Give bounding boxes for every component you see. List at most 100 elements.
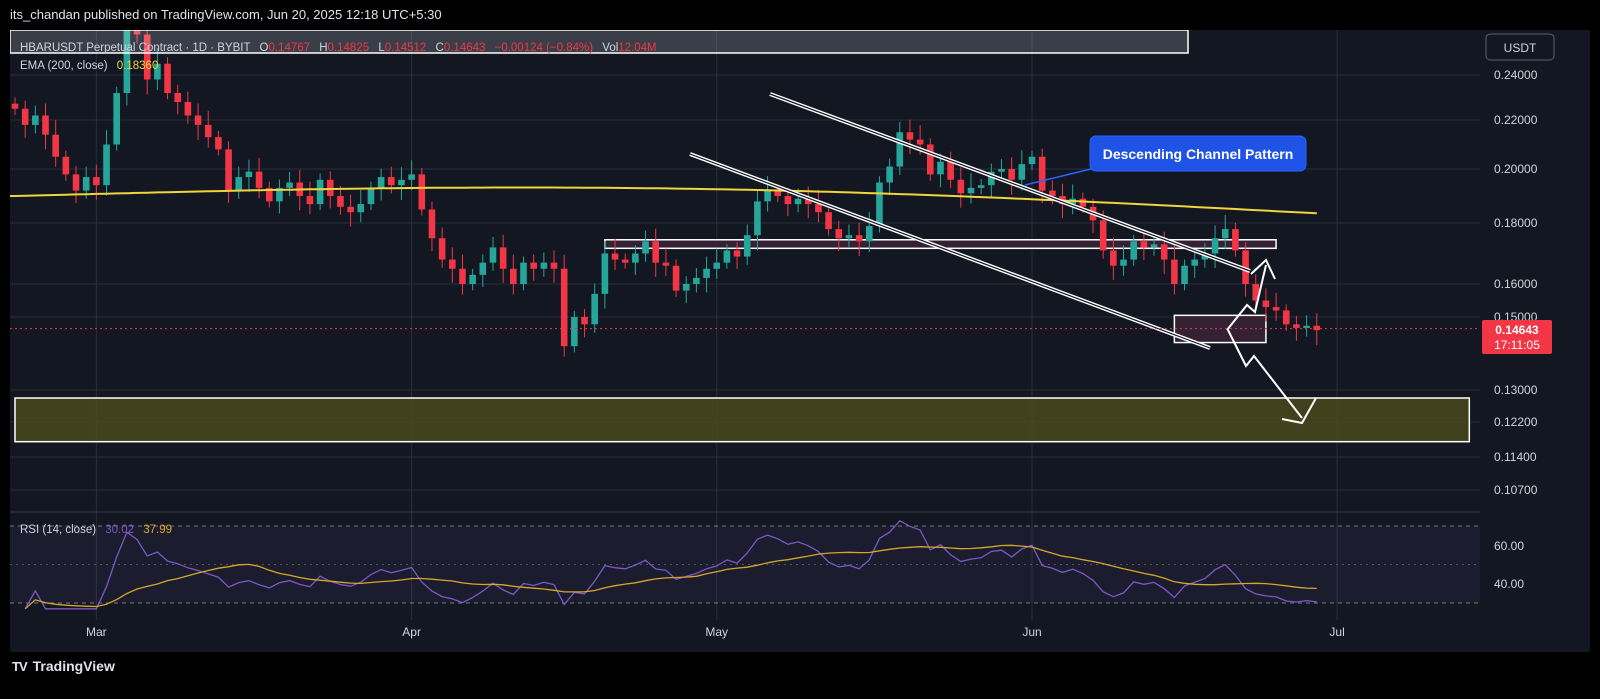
price-chart[interactable]: Descending Channel Pattern HBARUSDT Perp… bbox=[10, 30, 1590, 652]
rsi-pane: RSI (14, close) 30.02 37.99 60.00 40.00 bbox=[10, 519, 1524, 610]
candle-body-35 bbox=[367, 187, 375, 205]
candle-body-114 bbox=[1171, 259, 1178, 284]
candle-body-75 bbox=[774, 190, 782, 196]
candle-body-51 bbox=[530, 262, 537, 269]
candle-body-0 bbox=[11, 103, 19, 109]
svg-text:EMA (200, close) 0.18360: EMA (200, close) 0.18360 bbox=[20, 60, 158, 72]
candle-body-63 bbox=[652, 241, 660, 263]
bearish-scenario-arrow bbox=[1227, 329, 1317, 425]
time-tick-jun: Jun bbox=[1022, 625, 1041, 639]
candle-body-4 bbox=[52, 134, 59, 157]
candle-body-55 bbox=[571, 317, 578, 347]
candle-body-39 bbox=[408, 174, 415, 180]
candle-body-44 bbox=[459, 268, 466, 284]
candle-body-19 bbox=[204, 124, 212, 138]
candle-body-52 bbox=[540, 262, 548, 269]
candle-body-15 bbox=[164, 63, 171, 93]
candle-body-16 bbox=[174, 93, 182, 102]
candle-body-36 bbox=[377, 177, 385, 188]
candle-body-127 bbox=[1303, 325, 1310, 328]
candle-body-46 bbox=[479, 262, 487, 275]
candle-body-120 bbox=[1232, 229, 1239, 251]
candle-body-7 bbox=[82, 177, 90, 191]
symbol-legend: HBARUSDT Perpetual Contract · 1D · BYBIT… bbox=[10, 30, 1189, 72]
candle-body-50 bbox=[520, 262, 527, 284]
price-tick-4: 0.16000 bbox=[1494, 277, 1538, 291]
callout-box bbox=[1089, 135, 1307, 172]
candle-body-112 bbox=[1150, 244, 1158, 248]
tradingview-logo[interactable]: TV TradingView bbox=[12, 656, 115, 676]
candle-body-110 bbox=[1130, 241, 1137, 260]
candle-body-34 bbox=[357, 204, 365, 213]
candle-body-14 bbox=[154, 63, 161, 80]
svg-text:HBARUSDT Perpetual Contract ·: HBARUSDT Perpetual Contract · 1D · BYBIT… bbox=[20, 42, 657, 54]
candle-body-65 bbox=[672, 265, 680, 291]
price-tick-9: 0.10700 bbox=[1494, 483, 1538, 497]
rsi-tick-40: 40.00 bbox=[1494, 577, 1524, 591]
close-value: 0.14643 bbox=[444, 42, 486, 54]
candle-body-122 bbox=[1252, 284, 1260, 301]
candle-body-3 bbox=[42, 115, 49, 135]
candle-body-123 bbox=[1262, 300, 1270, 308]
candle-body-95 bbox=[977, 185, 985, 188]
change-value: −0.00124 (−0.84%) bbox=[495, 42, 594, 54]
time-tick-may: May bbox=[705, 625, 728, 639]
candle-body-67 bbox=[693, 277, 700, 284]
zone-support bbox=[14, 397, 1471, 443]
candle-body-23 bbox=[245, 171, 253, 178]
candle-body-61 bbox=[632, 253, 639, 263]
candle-body-118 bbox=[1211, 238, 1219, 254]
last-price-tag: 0.14643 17:11:05 bbox=[1482, 320, 1552, 354]
candle-body-121 bbox=[1242, 250, 1249, 284]
ema-200-line bbox=[10, 186, 1317, 215]
callout-text: Descending Channel Pattern bbox=[1103, 146, 1294, 162]
candle-body-97 bbox=[998, 169, 1005, 172]
candle-body-21 bbox=[225, 149, 232, 191]
rsi-ma-value: 37.99 bbox=[143, 524, 172, 536]
candle-body-101 bbox=[1038, 156, 1046, 191]
candle-body-12 bbox=[133, 30, 141, 35]
candle-body-56 bbox=[581, 317, 588, 325]
open-value: 0.14767 bbox=[268, 42, 310, 54]
tradingview-logo-icon: TV bbox=[12, 658, 28, 674]
time-axis[interactable]: Mar Apr May Jun Jul bbox=[86, 625, 1345, 639]
candle-body-45 bbox=[469, 274, 476, 284]
candle-body-25 bbox=[265, 187, 273, 202]
candle-body-116 bbox=[1191, 259, 1199, 266]
price-axis[interactable]: 0.240000.220000.200000.180000.160000.150… bbox=[1494, 68, 1538, 497]
candle-body-64 bbox=[662, 262, 670, 266]
candle-body-6 bbox=[72, 174, 80, 191]
candle-body-68 bbox=[703, 268, 710, 278]
callout-pointer bbox=[1024, 167, 1096, 186]
candle-body-74 bbox=[764, 190, 771, 202]
candle-body-5 bbox=[62, 156, 70, 175]
publisher-bar: its_chandan published on TradingView.com… bbox=[0, 0, 1600, 30]
candle-body-66 bbox=[682, 284, 690, 291]
price-tick-0: 0.24000 bbox=[1494, 68, 1538, 82]
price-tick-3: 0.18000 bbox=[1494, 216, 1538, 230]
currency-label: USDT bbox=[1504, 41, 1537, 55]
candle-body-84 bbox=[865, 226, 873, 242]
candle-body-115 bbox=[1181, 265, 1188, 284]
candle-body-78 bbox=[804, 198, 812, 205]
candle-body-126 bbox=[1293, 324, 1300, 328]
brand-name: TradingView bbox=[32, 658, 115, 674]
low-value: 0.14512 bbox=[385, 42, 427, 54]
candle-body-2 bbox=[32, 115, 39, 125]
time-tick-jul: Jul bbox=[1329, 625, 1344, 639]
bullish-scenario-arrow bbox=[1226, 258, 1276, 331]
candle-body-85 bbox=[876, 182, 883, 227]
price-tick-6: 0.13000 bbox=[1494, 383, 1538, 397]
candle-body-22 bbox=[235, 177, 243, 191]
footer-bar bbox=[0, 652, 1600, 699]
candle-body-37 bbox=[387, 177, 395, 186]
currency-button[interactable]: USDT bbox=[1485, 33, 1555, 61]
time-tick-apr: Apr bbox=[402, 625, 421, 639]
candle-body-87 bbox=[896, 132, 904, 167]
candle-body-18 bbox=[194, 115, 202, 125]
candle-body-86 bbox=[886, 166, 893, 183]
candle-body-33 bbox=[347, 206, 354, 213]
candle-body-59 bbox=[611, 253, 619, 260]
last-price-label: 0.14643 bbox=[1495, 323, 1539, 337]
candle-body-30 bbox=[316, 179, 324, 205]
